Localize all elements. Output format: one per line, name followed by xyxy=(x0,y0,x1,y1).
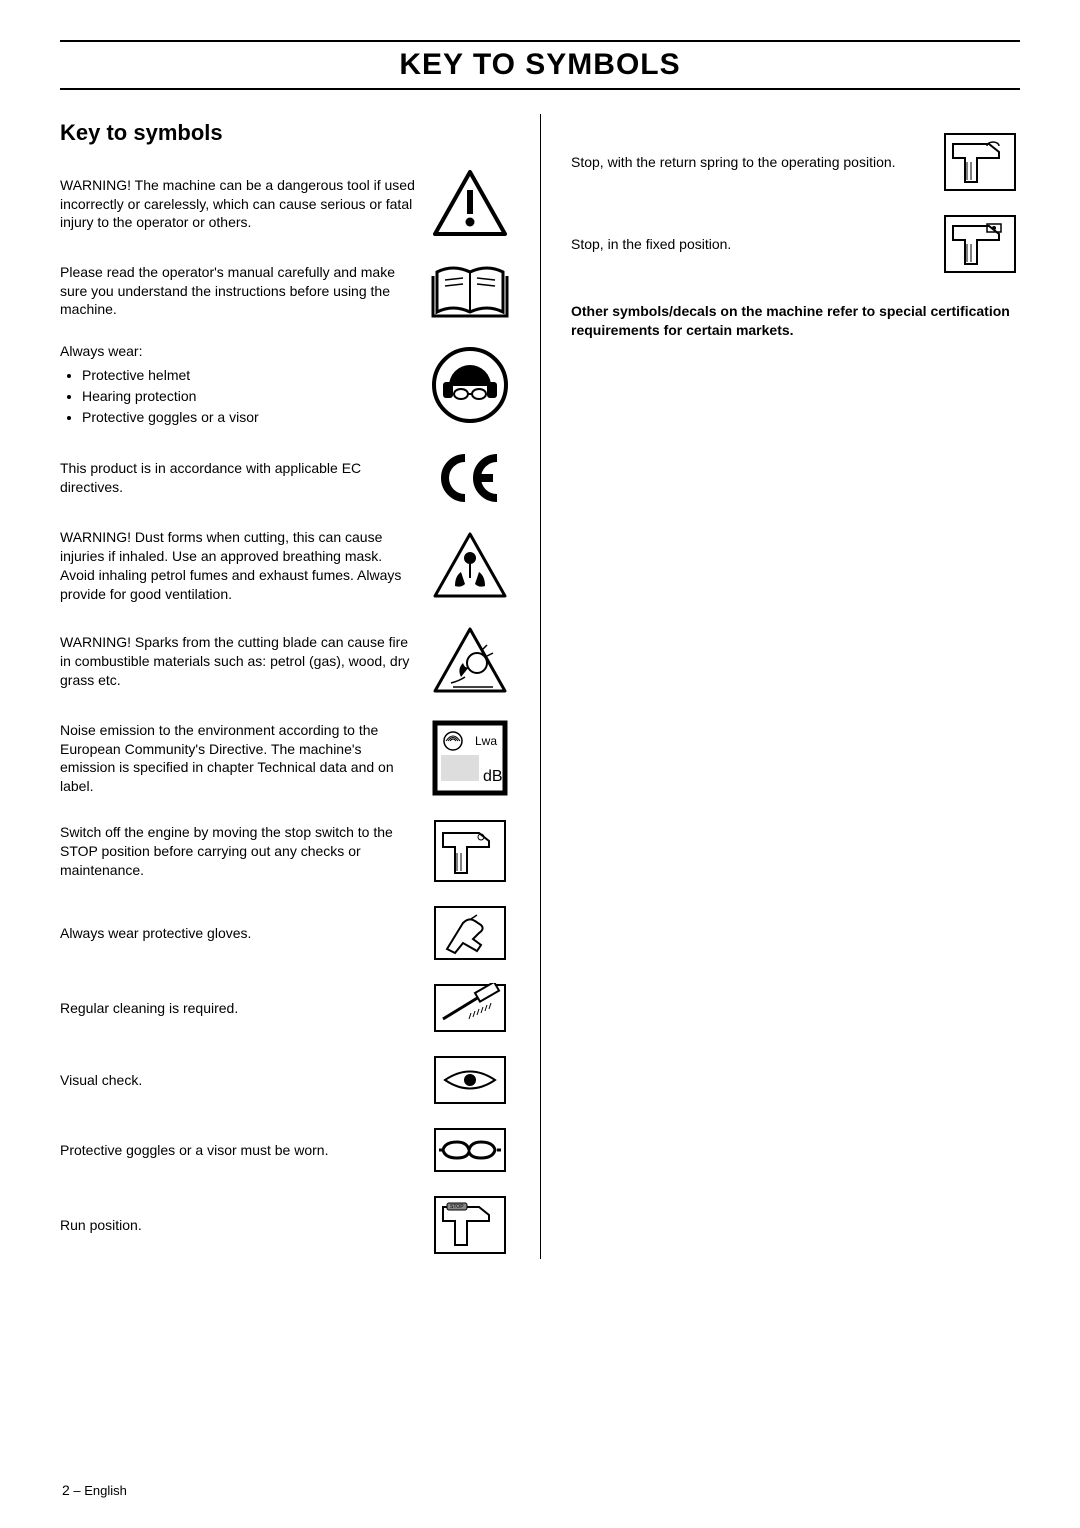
entry-noise: Noise emission to the environment accord… xyxy=(60,719,510,797)
entry-switchoff: Switch off the engine by moving the stop… xyxy=(60,819,510,883)
svg-text:dB: dB xyxy=(483,768,503,785)
ppe-text: Always wear: Protective helmet Hearing p… xyxy=(60,342,430,428)
helmet-eargoggles-icon xyxy=(430,346,510,424)
gloves-icon xyxy=(430,905,510,961)
ce-text: This product is in accordance with appli… xyxy=(60,459,430,497)
subheading: Key to symbols xyxy=(60,120,510,146)
entry-dust: WARNING! Dust forms when cutting, this c… xyxy=(60,528,510,604)
other-symbols-note: Other symbols/decals on the machine refe… xyxy=(571,302,1020,340)
warning-triangle-icon xyxy=(430,168,510,240)
noise-text: Noise emission to the environment accord… xyxy=(60,721,430,797)
cleaning-text: Regular cleaning is required. xyxy=(60,999,430,1018)
stop-return-icon xyxy=(940,132,1020,192)
run-position-icon: STOP xyxy=(430,1195,510,1255)
noise-label-icon: Lwa dB xyxy=(430,719,510,797)
entry-stop-fixed: Stop, in the fixed position. xyxy=(571,214,1020,274)
page-number: 2 xyxy=(62,1482,70,1498)
ppe-label: Always wear: xyxy=(60,343,142,359)
entry-stop-return: Stop, with the return spring to the oper… xyxy=(571,132,1020,192)
open-book-icon xyxy=(430,262,510,320)
entry-goggles: Protective goggles or a visor must be wo… xyxy=(60,1127,510,1173)
content-columns: Key to symbols WARNING! The machine can … xyxy=(60,114,1020,1259)
sparks-text: WARNING! Sparks from the cutting blade c… xyxy=(60,633,430,690)
entry-warning: WARNING! The machine can be a dangerous … xyxy=(60,168,510,240)
list-item: Hearing protection xyxy=(82,386,418,407)
svg-text:Lwa: Lwa xyxy=(475,734,497,748)
entry-run: Run position. STOP xyxy=(60,1195,510,1255)
entry-ppe: Always wear: Protective helmet Hearing p… xyxy=(60,342,510,428)
svg-text:STOP: STOP xyxy=(450,1204,464,1210)
left-column: Key to symbols WARNING! The machine can … xyxy=(60,114,540,1259)
visual-text: Visual check. xyxy=(60,1071,430,1090)
right-column: Stop, with the return spring to the oper… xyxy=(540,114,1020,1259)
stop-return-text: Stop, with the return spring to the oper… xyxy=(571,153,940,172)
entry-gloves: Always wear protective gloves. xyxy=(60,905,510,961)
dust-text: WARNING! Dust forms when cutting, this c… xyxy=(60,528,430,604)
goggles-icon xyxy=(430,1127,510,1173)
entry-manual: Please read the operator's manual carefu… xyxy=(60,262,510,320)
eye-icon xyxy=(430,1055,510,1105)
manual-text: Please read the operator's manual carefu… xyxy=(60,263,430,320)
sparks-fire-icon xyxy=(430,625,510,697)
switchoff-text: Switch off the engine by moving the stop… xyxy=(60,823,430,880)
stop-fixed-icon xyxy=(940,214,1020,274)
ce-mark-icon xyxy=(430,450,510,506)
entry-sparks: WARNING! Sparks from the cutting blade c… xyxy=(60,625,510,697)
stop-fixed-text: Stop, in the fixed position. xyxy=(571,235,940,254)
page-title-bar: KEY TO SYMBOLS xyxy=(60,40,1020,90)
page-footer: 2 – English xyxy=(62,1482,127,1498)
page-title: KEY TO SYMBOLS xyxy=(60,48,1020,82)
brush-icon xyxy=(430,983,510,1033)
stop-switch-icon xyxy=(430,819,510,883)
gloves-text: Always wear protective gloves. xyxy=(60,924,430,943)
entry-visual: Visual check. xyxy=(60,1055,510,1105)
ppe-list: Protective helmet Hearing protection Pro… xyxy=(60,365,418,428)
entry-ce: This product is in accordance with appli… xyxy=(60,450,510,506)
warning-text: WARNING! The machine can be a dangerous … xyxy=(60,176,430,233)
dust-lungs-icon xyxy=(430,530,510,602)
goggles-text: Protective goggles or a visor must be wo… xyxy=(60,1141,430,1160)
list-item: Protective goggles or a visor xyxy=(82,407,418,428)
entry-cleaning: Regular cleaning is required. xyxy=(60,983,510,1033)
footer-lang: – English xyxy=(70,1483,127,1498)
list-item: Protective helmet xyxy=(82,365,418,386)
run-text: Run position. xyxy=(60,1216,430,1235)
